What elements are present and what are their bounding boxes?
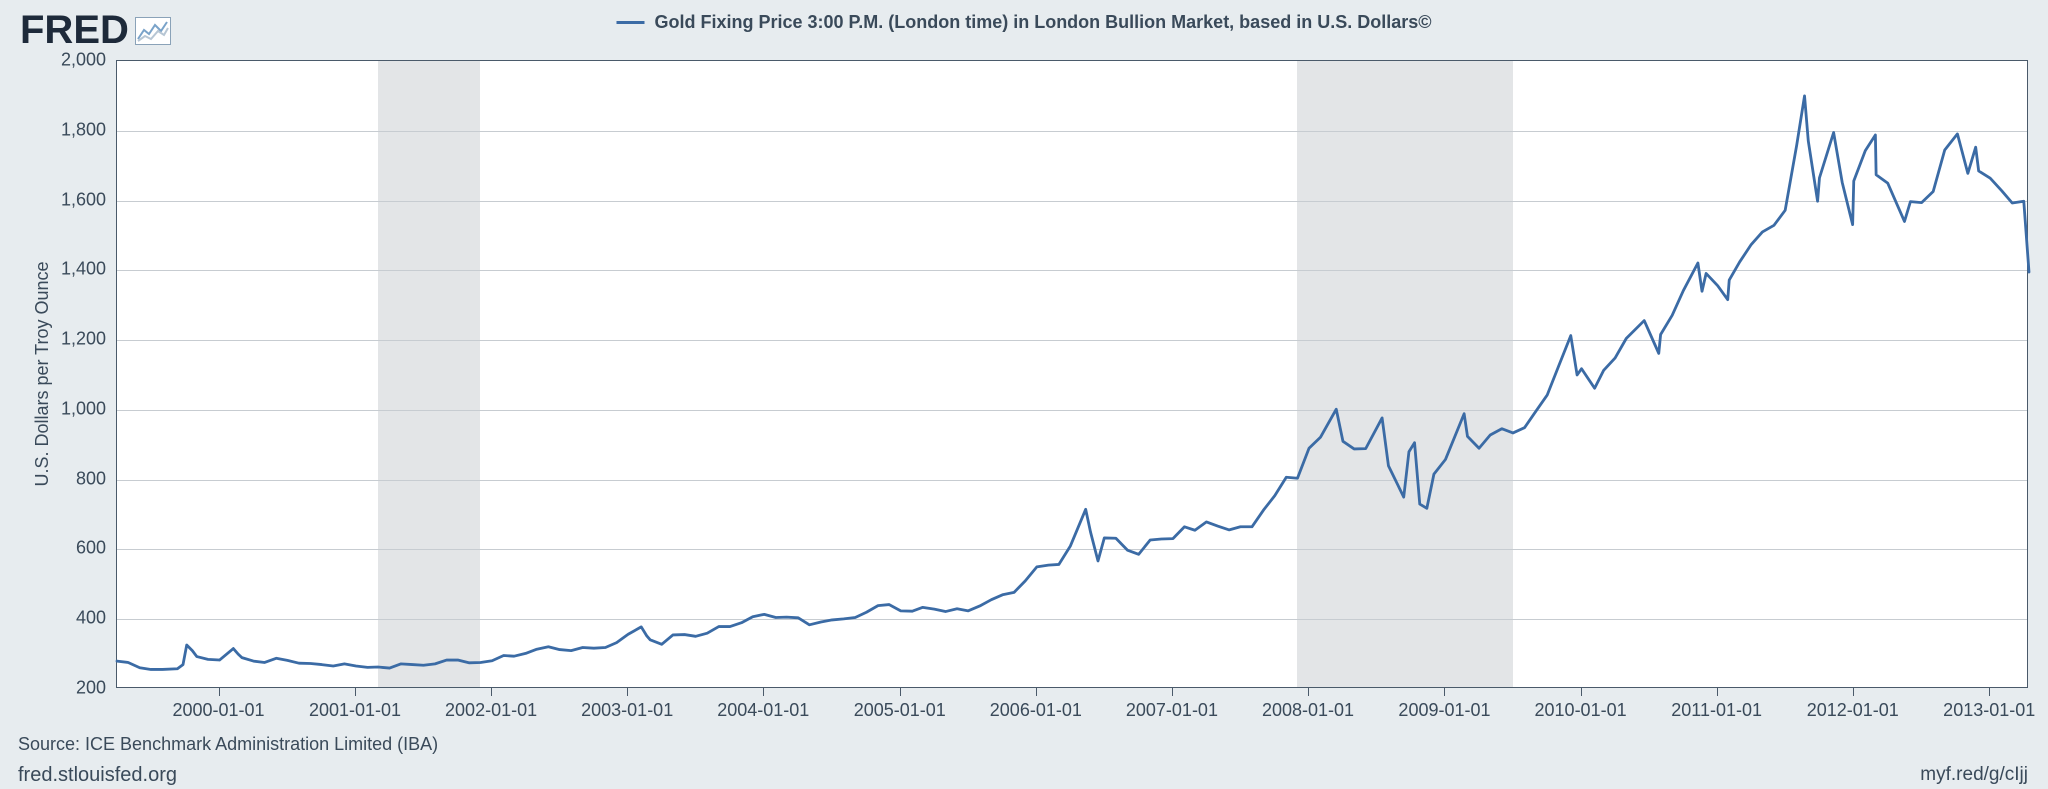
plot-area xyxy=(116,60,2028,688)
x-tick xyxy=(1989,688,1990,696)
y-tick-label: 2,000 xyxy=(46,50,106,71)
x-tick xyxy=(1172,688,1173,696)
x-tick xyxy=(491,688,492,696)
y-tick-label: 200 xyxy=(46,678,106,699)
x-tick xyxy=(1581,688,1582,696)
x-tick-label: 2011-01-01 xyxy=(1671,700,1762,721)
x-tick-label: 2002-01-01 xyxy=(445,700,537,721)
x-tick-label: 2013-01-01 xyxy=(1943,700,2035,721)
y-tick-label: 600 xyxy=(46,538,106,559)
chart-icon xyxy=(135,17,171,45)
x-tick xyxy=(1308,688,1309,696)
legend-label: Gold Fixing Price 3:00 P.M. (London time… xyxy=(654,12,1431,33)
legend: Gold Fixing Price 3:00 P.M. (London time… xyxy=(616,12,1431,33)
x-tick-label: 2007-01-01 xyxy=(1126,700,1218,721)
x-tick xyxy=(1853,688,1854,696)
y-tick-label: 1,800 xyxy=(46,119,106,140)
y-tick-label: 1,600 xyxy=(46,189,106,210)
x-tick-label: 2001-01-01 xyxy=(309,700,401,721)
site-text: fred.stlouisfed.org xyxy=(18,764,177,787)
chart-container: FRED Gold Fixing Price 3:00 P.M. (London… xyxy=(0,0,2048,789)
x-tick-label: 2006-01-01 xyxy=(990,700,1082,721)
fred-logo: FRED xyxy=(20,8,171,53)
x-tick xyxy=(763,688,764,696)
x-tick-label: 2012-01-01 xyxy=(1807,700,1899,721)
x-tick xyxy=(355,688,356,696)
x-tick-label: 2004-01-01 xyxy=(717,700,809,721)
x-tick xyxy=(900,688,901,696)
data-line xyxy=(117,61,2029,689)
x-tick-label: 2010-01-01 xyxy=(1535,700,1627,721)
x-tick xyxy=(219,688,220,696)
logo-text: FRED xyxy=(20,8,129,53)
y-tick-label: 1,400 xyxy=(46,259,106,280)
x-tick-label: 2005-01-01 xyxy=(854,700,946,721)
legend-swatch xyxy=(616,21,644,24)
y-tick-label: 1,000 xyxy=(46,398,106,419)
x-tick xyxy=(627,688,628,696)
y-tick-label: 400 xyxy=(46,608,106,629)
x-tick xyxy=(1717,688,1718,696)
shortlink-text: myf.red/g/cIjj xyxy=(1920,764,2028,786)
x-tick-label: 2003-01-01 xyxy=(581,700,673,721)
x-tick xyxy=(1444,688,1445,696)
x-tick-label: 2009-01-01 xyxy=(1398,700,1490,721)
y-tick-label: 1,200 xyxy=(46,329,106,350)
y-axis-label: U.S. Dollars per Troy Ounce xyxy=(32,261,53,486)
y-tick-label: 800 xyxy=(46,468,106,489)
x-tick xyxy=(1036,688,1037,696)
x-tick-label: 2000-01-01 xyxy=(172,700,264,721)
x-tick-label: 2008-01-01 xyxy=(1262,700,1354,721)
source-text: Source: ICE Benchmark Administration Lim… xyxy=(18,734,438,755)
